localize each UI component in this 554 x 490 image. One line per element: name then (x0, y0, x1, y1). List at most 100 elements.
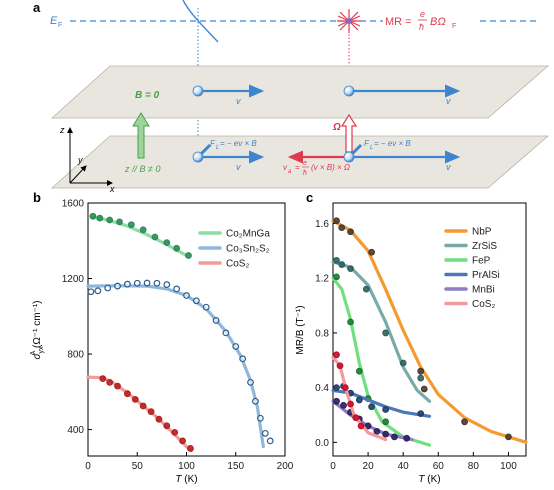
electron-top-left (192, 85, 204, 97)
data-point (114, 282, 121, 290)
x-tick-label: 40 (398, 461, 410, 472)
x-tick-label: 20 (363, 461, 375, 472)
data-point (153, 279, 161, 287)
data-point (333, 217, 340, 225)
berry-curvature-arrow-icon (340, 113, 358, 153)
legend-label: NbP (472, 227, 492, 238)
y-axis-label: MR/B (T⁻¹) (295, 305, 306, 354)
data-point (352, 414, 360, 422)
series-line-2 (86, 375, 193, 452)
data-point (232, 343, 240, 350)
data-point (382, 406, 390, 413)
data-point (96, 214, 104, 222)
anomalous-velocity-label: v a = e ħ (v × B) × Ω (283, 160, 350, 177)
data-point (143, 279, 151, 287)
data-point (173, 285, 181, 293)
x-tick-label: 100 (500, 461, 517, 472)
data-point (94, 287, 102, 295)
velocity-label-bottom-left: v (236, 162, 241, 172)
data-point (163, 239, 171, 247)
data-point (382, 430, 390, 438)
data-point (127, 221, 135, 229)
axis-y-label: y (77, 155, 83, 165)
data-point (417, 367, 425, 375)
data-point (155, 415, 163, 423)
data-point (104, 284, 112, 292)
svg-text:ħ: ħ (303, 170, 307, 177)
data-point (391, 433, 398, 441)
series-line-2 (331, 276, 432, 447)
data-point (247, 378, 254, 386)
anomalous-velocity-rest: (v × B) × Ω (311, 163, 350, 172)
legend-label: FeP (472, 256, 491, 267)
y-tick-label: 1.2 (315, 274, 329, 285)
data-point (336, 362, 344, 370)
omega-label: Ω (332, 122, 341, 133)
data-point (368, 403, 376, 411)
fermi-level-sub: F (58, 22, 62, 29)
y-tick-label: 800 (67, 350, 84, 361)
lorentz-label-right: = − ev × B (374, 139, 411, 148)
data-point (333, 257, 340, 264)
data-point (505, 433, 512, 441)
legend-label: Co₂MnGa (226, 229, 270, 240)
data-point (364, 422, 372, 430)
chart-b: 0 50 100 150 200 400 800 1200 1600 Co₂MnGa Co₃Sn₂S… (30, 199, 294, 486)
data-point (179, 437, 186, 445)
electron-bottom-right (343, 151, 355, 163)
data-point (171, 428, 179, 436)
data-point (192, 297, 200, 305)
data-point (338, 224, 346, 232)
data-point (403, 434, 411, 442)
mr-formula-tail: BΩ (430, 16, 446, 28)
data-point (163, 281, 171, 288)
axis-z-label: z (59, 125, 65, 135)
x-tick-label: 0 (330, 461, 336, 472)
x-tick-label: 100 (178, 461, 195, 472)
panel-b-letter: b (33, 190, 41, 205)
magnetic-field-arrow-icon (132, 112, 150, 159)
legend-label: Co₃Sn₂S₂ (226, 244, 270, 255)
data-point (338, 261, 346, 268)
data-point (333, 273, 340, 281)
series-line-0 (91, 215, 189, 258)
panel-a-letter: a (33, 0, 41, 15)
data-point (114, 382, 121, 390)
y-tick-label: 0.8 (315, 328, 329, 339)
data-point (333, 384, 340, 392)
y-tick-label: 400 (67, 425, 84, 436)
legend-label: PrAlSi (472, 270, 500, 281)
y-tick-label: 0.0 (315, 438, 329, 449)
data-point (347, 400, 354, 408)
data-point (89, 212, 97, 220)
bottom-plane (50, 135, 550, 189)
svg-text:a: a (288, 169, 292, 175)
data-point (261, 429, 269, 437)
series-line-1 (86, 284, 265, 449)
data-point (139, 402, 147, 410)
data-point (256, 414, 264, 422)
panel-c: c 0 20 40 60 80 100 0.0 0.4 0.8 1.2 1.6 NbP ZrSiS FeP… (295, 190, 528, 485)
electron-top-right (343, 85, 355, 97)
data-point (382, 418, 390, 426)
data-point (266, 437, 274, 445)
svg-text:e: e (303, 160, 307, 167)
data-point (222, 329, 230, 337)
mr-formula-prefix: MR = (385, 16, 412, 28)
data-point (99, 375, 107, 382)
legend-label: ZrSiS (472, 241, 497, 252)
y-tick-label: 1200 (62, 274, 85, 285)
lorentz-label-left-rest: = − ev × B (220, 139, 257, 148)
legend-label: CoS₂ (226, 259, 249, 270)
chart-c: 0 20 40 60 80 100 0.0 0.4 0.8 1.2 1.6 NbP ZrSiS FeP Pr… (295, 202, 528, 485)
svg-text:F: F (364, 139, 370, 148)
data-point (347, 265, 354, 273)
data-point (139, 226, 147, 234)
data-point (341, 384, 349, 392)
lorentz-label-right-sub: L (370, 145, 373, 151)
fermi-level-label: E (50, 15, 58, 27)
data-point (347, 228, 354, 236)
data-point (123, 390, 131, 398)
velocity-label-bottom-right: v (446, 162, 451, 172)
axis-x-label: x (109, 184, 115, 194)
